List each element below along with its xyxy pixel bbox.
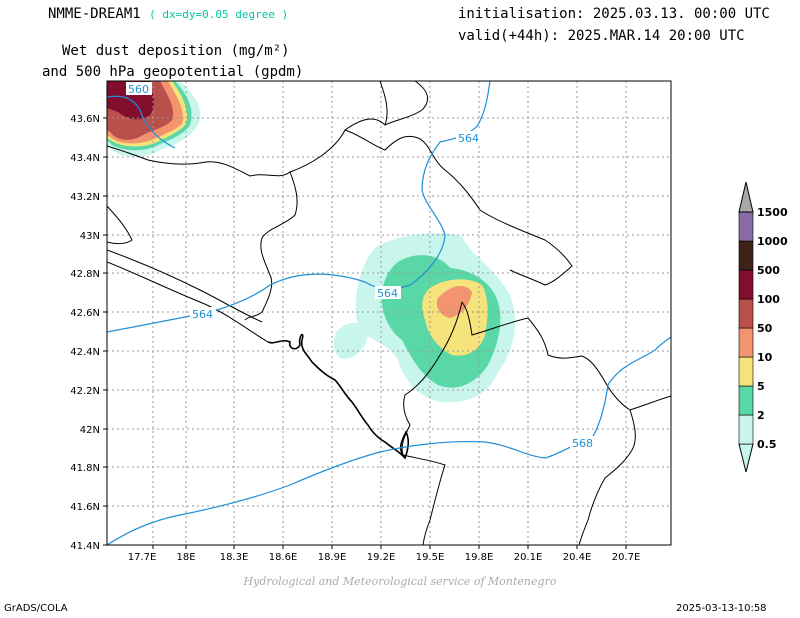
colorbar-level-label: 5: [757, 380, 765, 393]
map-title-line2: and 500 hPa geopotential (gpdm): [42, 64, 304, 80]
contour-label-560: 560: [128, 83, 149, 96]
colorbar-swatch: [738, 298, 754, 329]
contour-label-568: 568: [572, 437, 593, 450]
lat-label: 43.4N: [70, 153, 100, 164]
graticule: [107, 81, 671, 545]
contour-label-564-center: 564: [377, 287, 398, 300]
colorbar-swatch: [738, 269, 754, 300]
lon-label: 20.7E: [612, 552, 641, 563]
longitude-labels: 17.7E 18E 18.3E 18.6E 18.9E 19.2E 19.5E …: [128, 552, 641, 563]
lat-label: 42.2N: [70, 386, 100, 397]
credit-text: Hydrological and Meteorological service …: [243, 575, 557, 588]
axis-ticks: [103, 117, 627, 549]
coastline: [267, 333, 410, 460]
initialisation-label: initialisation: 2025.03.13. 00:00 UTC: [458, 6, 770, 22]
lat-label: 42.6N: [70, 308, 100, 319]
lat-label: 43.2N: [70, 192, 100, 203]
lon-label: 18.9E: [318, 552, 347, 563]
colorbar-level-label: 2: [757, 409, 765, 422]
colorbar-level-label: 1000: [757, 235, 788, 248]
colorbar-lower-arrow: [738, 443, 754, 473]
lon-label: 18E: [176, 552, 195, 563]
colorbar-swatch: [738, 356, 754, 387]
colorbar-level-label: 50: [757, 322, 773, 335]
lon-label: 18.6E: [269, 552, 298, 563]
colorbar-level-label: 0.5: [757, 438, 777, 451]
colorbar-swatch: [738, 414, 754, 445]
colorbar-swatch: [738, 211, 754, 242]
model-name: NMME-DREAM1 ( dx=dy=0.05 degree ): [48, 6, 288, 22]
lon-label: 17.7E: [128, 552, 157, 563]
lat-label: 42N: [80, 425, 100, 436]
contour-label-564-west: 564: [192, 308, 213, 321]
colorbar: 0.5 2 5 10 50 100 500 1000 1500: [738, 181, 788, 473]
map-title-line1: Wet dust deposition (mg/m²): [62, 43, 290, 59]
colorbar-level-label: 100: [757, 293, 780, 306]
lon-label: 18.3E: [220, 552, 249, 563]
dust-field-central: [333, 233, 516, 403]
model-label: NMME-DREAM1: [48, 6, 141, 22]
lat-label: 43.6N: [70, 114, 100, 125]
lat-label: 41.6N: [70, 502, 100, 513]
latitude-labels: 43.6N 43.4N 43.2N 43N 42.8N 42.6N 42.4N …: [70, 114, 100, 552]
geopotential-contours: [107, 81, 671, 545]
lon-label: 19.2E: [367, 552, 396, 563]
contour-label-564-north: 564: [458, 132, 479, 145]
map-frame: [106, 80, 672, 546]
valid-time-label: valid(+44h): 2025.MAR.14 20:00 UTC: [458, 28, 745, 44]
colorbar-swatch: [738, 385, 754, 416]
colorbar-level-label: 1500: [757, 206, 788, 219]
lat-label: 42.4N: [70, 347, 100, 358]
lon-label: 20.1E: [514, 552, 543, 563]
lon-label: 19.5E: [416, 552, 445, 563]
lon-label: 20.4E: [563, 552, 592, 563]
colorbar-level-label: 10: [757, 351, 773, 364]
software-label: GrADS/COLA: [4, 603, 68, 614]
lat-label: 42.8N: [70, 269, 100, 280]
colorbar-swatch: [738, 240, 754, 271]
colorbar-level-label: 500: [757, 264, 780, 277]
colorbar-upper-arrow: [738, 181, 754, 213]
lon-label: 19.8E: [465, 552, 494, 563]
lat-label: 41.8N: [70, 463, 100, 474]
colorbar-swatch: [738, 327, 754, 358]
country-borders: [107, 81, 671, 545]
contour-labels: 560 564 564 564 568: [126, 82, 596, 450]
lat-label: 41.4N: [70, 541, 100, 552]
resolution-label: ( dx=dy=0.05 degree ): [149, 8, 289, 21]
lat-label: 43N: [80, 231, 100, 242]
generation-timestamp: 2025-03-13-10:58: [676, 603, 767, 614]
